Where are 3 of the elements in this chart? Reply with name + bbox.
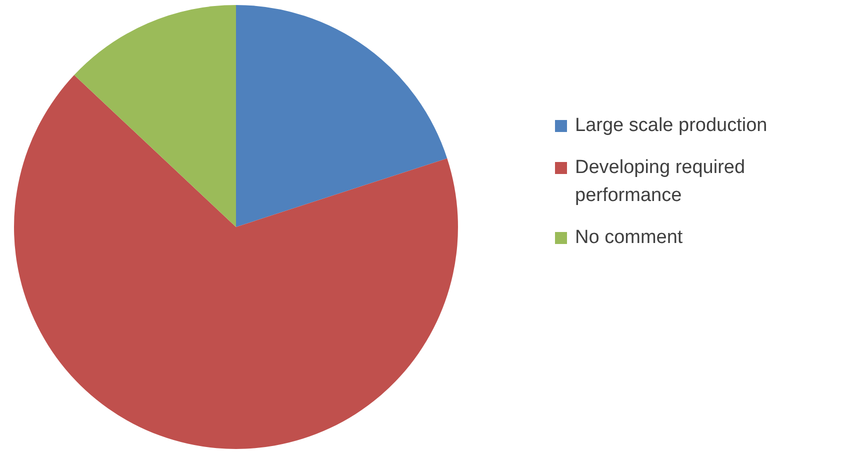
legend-label: No comment: [575, 226, 683, 250]
legend-label: Developing required performance: [575, 156, 746, 208]
legend-label: Large scale production: [575, 114, 768, 138]
